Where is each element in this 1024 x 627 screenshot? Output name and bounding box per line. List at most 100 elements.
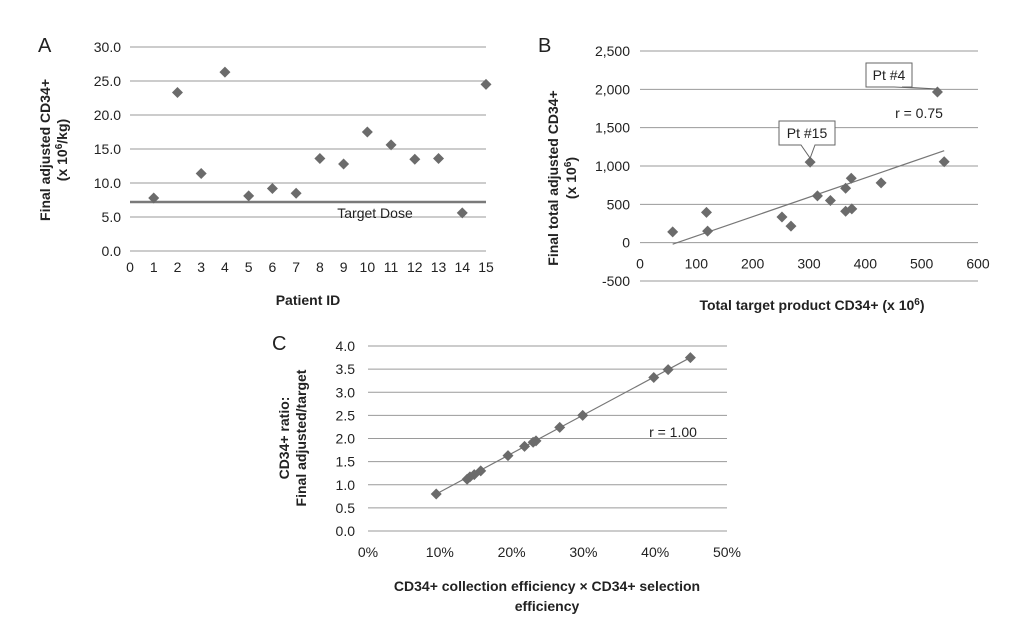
panel-a-x-tick: 8 bbox=[316, 259, 324, 275]
panel-c-y-tick: 3.5 bbox=[336, 361, 356, 377]
panel-c-point bbox=[530, 435, 542, 447]
panel-c-y-tick: 3.0 bbox=[336, 384, 356, 400]
panel-c-point bbox=[648, 371, 660, 383]
panel-b-x-tick: 100 bbox=[685, 256, 709, 272]
panel-c-y-tick: 0.5 bbox=[336, 500, 356, 516]
panel-b-point bbox=[702, 225, 714, 237]
panel-c-x-title-line1: CD34+ collection efficiency × CD34+ sele… bbox=[394, 578, 700, 594]
panel-a-y-title-sup: 6 bbox=[54, 143, 65, 149]
panel-a-point bbox=[361, 126, 373, 138]
panel-c-x-tick: 20% bbox=[498, 544, 526, 560]
panel-b-point bbox=[846, 203, 858, 215]
panel-c-y-tick: 4.0 bbox=[336, 338, 356, 354]
panel-b-point bbox=[811, 190, 823, 202]
panel-a-point bbox=[433, 153, 445, 165]
panel-c-point bbox=[430, 488, 442, 500]
panel-c-point bbox=[554, 421, 566, 433]
panel-b-x-title-part: Total target product CD34+ (x 10 bbox=[699, 297, 914, 313]
panel-a-y-title-part: (x 10 bbox=[54, 149, 70, 181]
panel-c-y-tick: 2.5 bbox=[336, 407, 356, 423]
panel-a-y-title-line1: Final adjusted CD34+ bbox=[37, 79, 53, 221]
panel-b-y-tick: 500 bbox=[607, 196, 631, 212]
panel-b-x-tick: 0 bbox=[636, 256, 644, 272]
panel-c: C 0.0 0.5 1.0 1.5 2.0 2.5 3.0 3.5 4.0 0% 10% 20% 30% 4… bbox=[272, 333, 741, 614]
panel-a-x-tick: 2 bbox=[174, 259, 182, 275]
panel-a-y-title-part: /kg) bbox=[54, 119, 70, 144]
panel-a-point bbox=[480, 78, 492, 90]
panel-c-y-tick: 2.0 bbox=[336, 431, 356, 447]
panel-a-x-tick: 0 bbox=[126, 259, 134, 275]
panel-b-y-tick: 0 bbox=[622, 235, 630, 251]
panel-b-point bbox=[824, 195, 836, 206]
panel-b: B -500 0 500 1,000 1,500 2,000 2,500 0 100 200 300 4… bbox=[538, 35, 990, 313]
panel-a-point bbox=[290, 187, 302, 199]
panel-a-y-tick: 30.0 bbox=[94, 39, 121, 55]
panel-c-point bbox=[662, 364, 674, 376]
panel-a-point bbox=[266, 182, 278, 194]
panel-b-point bbox=[931, 86, 943, 98]
panel-a-y-axis-title: Final adjusted CD34+ (x 106/kg) bbox=[37, 79, 70, 221]
panel-c-x-tick: 0% bbox=[358, 544, 378, 560]
panel-a-x-tick: 5 bbox=[245, 259, 253, 275]
panel-a-y-title-line2: (x 106/kg) bbox=[54, 119, 70, 181]
panel-a-point bbox=[409, 153, 421, 165]
panel-c-letter: C bbox=[272, 333, 286, 355]
panel-c-point bbox=[577, 409, 589, 421]
panel-a-x-tick: 3 bbox=[197, 259, 205, 275]
panel-b-y-tick: 1,500 bbox=[595, 120, 630, 136]
pt4-callout-label: Pt #4 bbox=[873, 67, 906, 83]
panel-c-x-tick: 30% bbox=[569, 544, 597, 560]
panel-b-point bbox=[700, 206, 712, 218]
panel-b-r-label: r = 0.75 bbox=[895, 105, 943, 121]
panel-a-y-tick: 20.0 bbox=[94, 107, 121, 123]
panel-a-x-axis-title: Patient ID bbox=[276, 292, 341, 308]
panel-c-point bbox=[502, 450, 514, 462]
target-dose-label: Target Dose bbox=[337, 205, 413, 221]
panel-b-letter: B bbox=[538, 35, 551, 57]
panel-a-x-tick: 11 bbox=[384, 259, 399, 275]
panel-b-x-tick: 400 bbox=[854, 256, 878, 272]
panel-a-x-tick: 13 bbox=[431, 259, 447, 275]
panel-b-y-tick: -500 bbox=[602, 273, 630, 289]
panel-b-y-title-line1: Final total adjusted CD34+ bbox=[545, 90, 561, 265]
pt15-callout-label: Pt #15 bbox=[787, 125, 828, 141]
panel-a-point bbox=[148, 192, 160, 204]
panel-c-x-tick: 10% bbox=[426, 544, 454, 560]
panel-a-y-tick: 0.0 bbox=[102, 243, 122, 259]
panel-a-x-tick: 15 bbox=[478, 259, 494, 275]
panel-a-x-tick: 10 bbox=[360, 259, 376, 275]
panel-a-point bbox=[314, 153, 326, 165]
panel-b-point bbox=[785, 220, 797, 232]
panel-c-x-tick: 40% bbox=[641, 544, 669, 560]
panel-c-x-tick: 50% bbox=[713, 544, 741, 560]
panel-b-x-tick: 600 bbox=[966, 256, 990, 272]
panel-b-point bbox=[875, 177, 887, 189]
panel-c-y-tick: 1.0 bbox=[336, 477, 356, 493]
panel-a-point bbox=[385, 139, 397, 151]
panel-a-point bbox=[219, 66, 231, 78]
panel-b-y-title-part: (x 10 bbox=[563, 167, 579, 199]
panel-b-y-tick: 2,000 bbox=[595, 81, 630, 97]
panel-a-x-tick: 7 bbox=[292, 259, 300, 275]
panel-b-point bbox=[804, 156, 816, 168]
panel-a-x-tick: 6 bbox=[269, 259, 277, 275]
panel-a-point bbox=[338, 158, 350, 170]
panel-b-x-axis-title: Total target product CD34+ (x 106) bbox=[699, 297, 924, 313]
panel-c-y-tick: 0.0 bbox=[336, 523, 356, 539]
panel-a-point bbox=[456, 207, 468, 219]
panel-a-point bbox=[171, 87, 183, 99]
panel-a-y-tick: 5.0 bbox=[102, 209, 122, 225]
panel-b-x-tick: 500 bbox=[910, 256, 934, 272]
panel-a-x-tick: 4 bbox=[221, 259, 229, 275]
panel-a: A0.05.010.015.020.025.030.00 1 2 3 4 5 6 7 8 9 10 1… bbox=[37, 35, 494, 308]
panel-a-point bbox=[195, 167, 207, 179]
panel-c-r-label: r = 1.00 bbox=[649, 424, 697, 440]
panel-a-point bbox=[243, 190, 255, 202]
panel-c-point bbox=[519, 440, 531, 452]
panel-a-x-tick: 1 bbox=[150, 259, 158, 275]
panel-c-y-tick: 1.5 bbox=[336, 454, 356, 470]
panel-b-y-tick: 2,500 bbox=[595, 43, 630, 59]
panel-b-point bbox=[845, 172, 857, 184]
panel-b-x-tick: 200 bbox=[741, 256, 765, 272]
panel-c-y-title-line2: Final adjusted/target bbox=[293, 369, 309, 506]
